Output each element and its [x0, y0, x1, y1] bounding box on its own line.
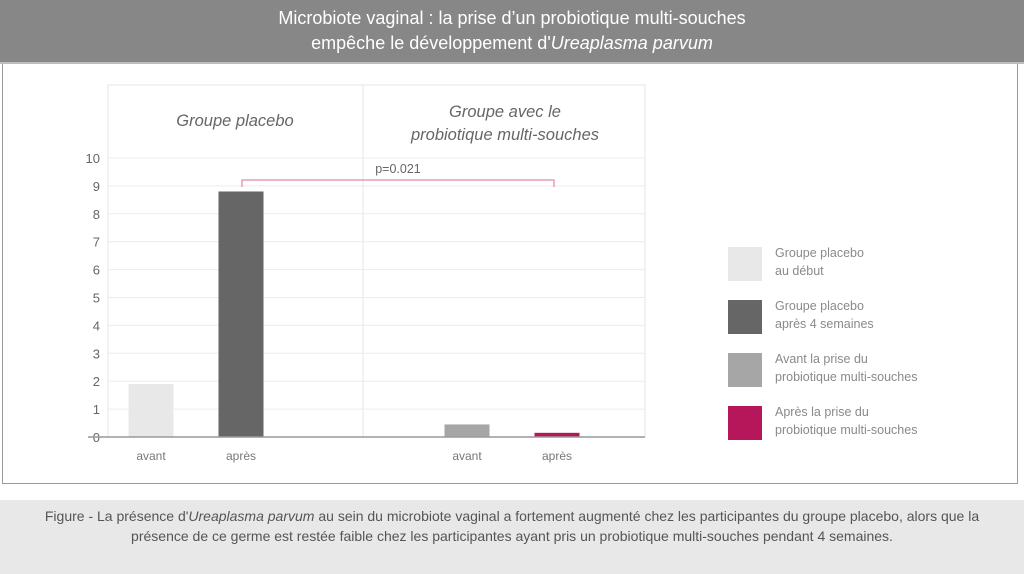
legend-label-line: Après la prise du [775, 405, 869, 419]
legend-label-line: après 4 semaines [775, 317, 874, 331]
y-tick-label: 10 [86, 151, 100, 166]
legend-label-line: au début [775, 264, 824, 278]
x-tick-label: avant [452, 449, 482, 463]
legend-label-line: probiotique multi-souches [775, 423, 918, 437]
y-tick-label: 1 [93, 402, 100, 417]
panel-title-text: Groupe avec le [449, 103, 561, 121]
figure-header: Microbiote vaginal : la prise d’un probi… [0, 0, 1024, 64]
y-tick-label: 7 [93, 235, 100, 250]
y-tick-label: 4 [93, 318, 100, 333]
title-text: empêche le développement d' [311, 33, 551, 53]
legend-label-line: probiotique multi-souches [775, 370, 918, 384]
legend-label-line: Avant la prise du [775, 352, 868, 366]
caption-text: au sein du microbiote vaginal a fortemen… [131, 508, 980, 544]
y-tick-label: 9 [93, 179, 100, 194]
panel-title-probiotic: Groupe avec le probiotique multi-souches [365, 101, 645, 147]
y-tick-label: 3 [93, 346, 100, 361]
bar-chart: 012345678910avantaprèsavantaprèsp=0.021 [86, 84, 646, 463]
bar [534, 432, 580, 437]
legend-label: Après la prise du probiotique multi-souch… [775, 403, 995, 439]
y-tick-label: 8 [93, 207, 100, 222]
legend-swatch [728, 247, 762, 281]
y-tick-label: 5 [93, 291, 100, 306]
legend-label: Groupe placebo au début [775, 244, 995, 280]
legend-label-line: Groupe placebo [775, 246, 864, 260]
title-species: Ureaplasma parvum [550, 33, 713, 53]
chart-frame [2, 64, 1018, 484]
x-tick-label: après [542, 449, 572, 463]
caption-text: Figure - La présence d' [44, 508, 189, 524]
x-tick-label: avant [136, 449, 166, 463]
title-line-2: empêche le développement d'Ureaplasma pa… [0, 31, 1024, 56]
panel-title-text: probiotique multi-souches [410, 126, 600, 144]
bar [128, 383, 174, 437]
p-value-label: p=0.021 [375, 162, 421, 176]
title-line-1: Microbiote vaginal : la prise d’un probi… [278, 8, 746, 28]
y-tick-label: 2 [93, 374, 100, 389]
caption-species: Ureaplasma parvum [188, 508, 315, 524]
panel-title-text: Groupe placebo [176, 112, 294, 130]
legend-label: Avant la prise du probiotique multi-souch… [775, 350, 995, 386]
legend-label: Groupe placebo après 4 semaines [775, 297, 995, 333]
figure-caption: Figure - La présence d'Ureaplasma parvum… [0, 500, 1024, 574]
y-tick-label: 6 [93, 263, 100, 278]
bar [218, 191, 264, 437]
bar [444, 424, 490, 437]
legend-swatch [728, 300, 762, 334]
legend-label-line: Groupe placebo [775, 299, 864, 313]
legend-swatch [728, 406, 762, 440]
panel-title-placebo: Groupe placebo [110, 110, 360, 133]
x-tick-label: après [226, 449, 256, 463]
significance-bracket [241, 179, 555, 187]
legend-swatch [728, 353, 762, 387]
